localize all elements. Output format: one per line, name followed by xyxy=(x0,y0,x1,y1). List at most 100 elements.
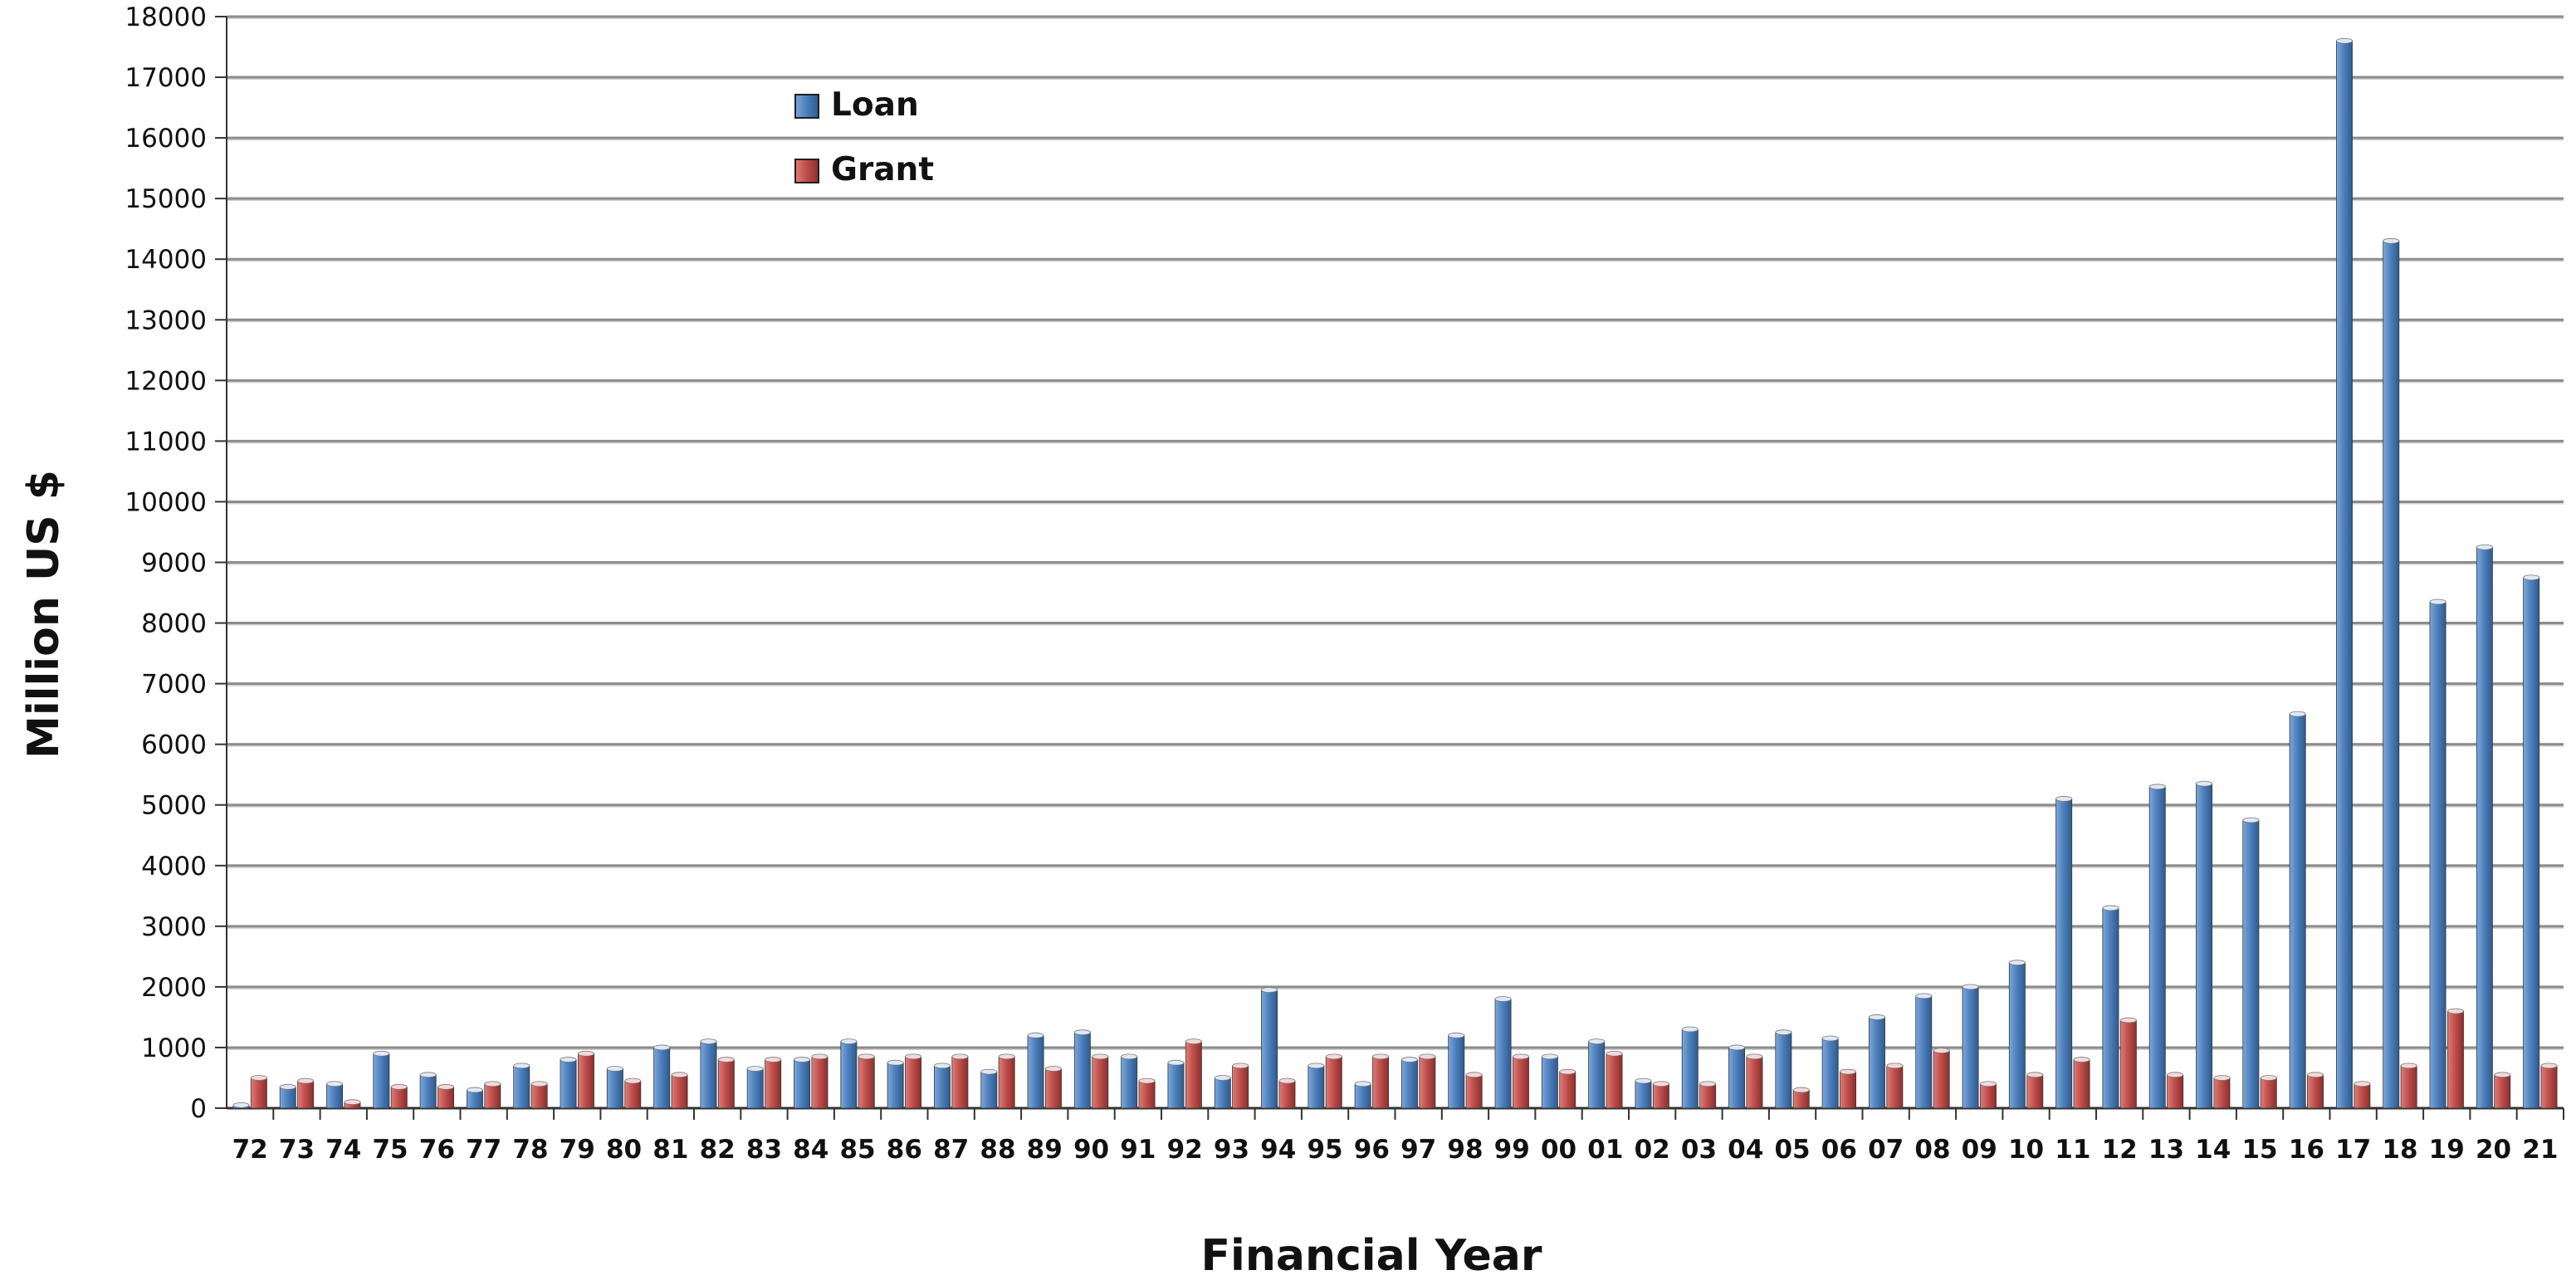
bar-loan-02 xyxy=(1635,1080,1652,1109)
bar-loan-06 xyxy=(1821,1038,1839,1109)
bar-cap-loan-04 xyxy=(1728,1044,1746,1051)
x-tick-label: 92 xyxy=(1167,1135,1203,1165)
bar-loan-05 xyxy=(1775,1032,1792,1109)
bar-loan-82 xyxy=(700,1041,717,1109)
y-tick-label: 1000 xyxy=(141,1033,207,1063)
x-tick-label: 89 xyxy=(1027,1135,1063,1165)
bar-loan-93 xyxy=(1214,1077,1231,1109)
bar-cap-grant-11 xyxy=(2073,1057,2090,1063)
bar-cap-grant-19 xyxy=(2446,1008,2464,1014)
y-axis-title: Million US $ xyxy=(19,470,69,759)
bar-cap-loan-05 xyxy=(1775,1029,1792,1036)
bar-grant-08 xyxy=(1933,1050,1950,1109)
x-tick-label: 09 xyxy=(1962,1135,1997,1165)
x-tick-label: 19 xyxy=(2429,1135,2465,1165)
x-tick-label: 95 xyxy=(1307,1135,1342,1165)
bar-cap-grant-13 xyxy=(2167,1072,2184,1078)
bar-grant-84 xyxy=(811,1056,829,1109)
bar-cap-loan-11 xyxy=(2055,796,2073,802)
x-tick-label: 74 xyxy=(325,1135,361,1165)
bar-cap-loan-86 xyxy=(887,1059,904,1066)
bar-cap-grant-81 xyxy=(671,1072,688,1078)
x-tick-label: 72 xyxy=(232,1135,268,1165)
bar-loan-07 xyxy=(1868,1017,1885,1109)
bar-cap-grant-86 xyxy=(905,1053,922,1060)
gridlines xyxy=(227,15,2564,1050)
bar-cap-grant-90 xyxy=(1092,1053,1109,1060)
bar-loan-01 xyxy=(1588,1041,1606,1109)
x-tick-label: 10 xyxy=(2008,1135,2044,1165)
bar-loan-88 xyxy=(980,1071,998,1109)
bar-loan-83 xyxy=(746,1068,764,1109)
bar-cap-loan-82 xyxy=(700,1038,717,1045)
x-tick-label: 88 xyxy=(980,1135,1015,1165)
bar-grant-75 xyxy=(390,1087,408,1109)
bar-loan-03 xyxy=(1681,1028,1699,1109)
bars xyxy=(232,37,2558,1109)
bar-grant-89 xyxy=(1044,1068,1062,1109)
bar-cap-loan-98 xyxy=(1448,1032,1465,1038)
bar-loan-11 xyxy=(2055,799,2073,1109)
bar-grant-78 xyxy=(530,1083,548,1109)
bar-cap-loan-14 xyxy=(2196,780,2213,787)
x-tick-label: 75 xyxy=(372,1135,408,1165)
bar-grant-06 xyxy=(1840,1071,1857,1109)
bar-loan-89 xyxy=(1027,1034,1044,1109)
bar-loan-20 xyxy=(2476,546,2493,1109)
bar-grant-81 xyxy=(671,1074,688,1109)
x-tick-label: 86 xyxy=(887,1135,922,1165)
y-tick-label: 6000 xyxy=(141,730,207,760)
bar-cap-grant-93 xyxy=(1232,1063,1249,1069)
y-tick-label: 15000 xyxy=(125,184,207,214)
bar-loan-86 xyxy=(887,1062,904,1109)
bar-cap-loan-12 xyxy=(2102,905,2119,911)
x-tick-label: 76 xyxy=(419,1135,455,1165)
x-tick-label: 94 xyxy=(1260,1135,1296,1165)
bar-grant-98 xyxy=(1465,1074,1483,1109)
y-tick-label: 11000 xyxy=(125,427,207,457)
bar-cap-loan-15 xyxy=(2242,817,2260,823)
bar-cap-grant-17 xyxy=(2354,1081,2371,1087)
bar-loan-85 xyxy=(840,1041,858,1109)
y-tick-label: 16000 xyxy=(125,124,207,154)
bar-grant-96 xyxy=(1372,1056,1390,1109)
bar-cap-loan-85 xyxy=(840,1038,858,1045)
bar-cap-loan-90 xyxy=(1073,1029,1091,1036)
bar-loan-16 xyxy=(2289,713,2306,1109)
bar-grant-72 xyxy=(250,1077,267,1109)
bar-cap-loan-13 xyxy=(2148,784,2166,790)
bar-loan-75 xyxy=(373,1053,390,1109)
bar-grant-04 xyxy=(1746,1056,1763,1109)
bar-loan-97 xyxy=(1400,1059,1418,1109)
bar-loan-96 xyxy=(1354,1083,1371,1109)
y-tick-label: 3000 xyxy=(141,912,207,942)
x-tick-label: 01 xyxy=(1587,1135,1623,1165)
bar-loan-90 xyxy=(1073,1032,1091,1109)
bar-loan-10 xyxy=(2008,962,2026,1109)
y-tick-label: 9000 xyxy=(141,549,207,579)
x-tick-label: 04 xyxy=(1728,1135,1763,1165)
bar-grant-76 xyxy=(437,1087,455,1109)
bar-cap-loan-99 xyxy=(1494,996,1512,1002)
x-tick-label: 17 xyxy=(2335,1135,2371,1165)
bar-cap-grant-99 xyxy=(1512,1053,1529,1060)
bar-loan-08 xyxy=(1915,995,1933,1109)
bar-cap-grant-96 xyxy=(1372,1053,1390,1060)
bar-cap-loan-92 xyxy=(1167,1059,1185,1066)
x-tick-label: 13 xyxy=(2148,1135,2184,1165)
bar-grant-11 xyxy=(2073,1059,2090,1109)
x-tick-label: 97 xyxy=(1400,1135,1436,1165)
x-tick-label: 15 xyxy=(2241,1135,2277,1165)
bar-cap-loan-87 xyxy=(933,1063,951,1069)
bar-cap-loan-94 xyxy=(1261,987,1278,993)
y-tick-label: 10000 xyxy=(125,487,207,517)
x-tick-label: 03 xyxy=(1681,1135,1717,1165)
bar-cap-grant-85 xyxy=(858,1053,875,1060)
x-tick-label: 73 xyxy=(279,1135,315,1165)
bar-grant-18 xyxy=(2400,1065,2417,1109)
bar-cap-loan-83 xyxy=(746,1066,764,1072)
bar-grant-85 xyxy=(858,1056,875,1109)
x-tick-label: 83 xyxy=(746,1135,782,1165)
bar-cap-grant-89 xyxy=(1044,1066,1062,1072)
y-tick-label: 17000 xyxy=(125,63,207,93)
